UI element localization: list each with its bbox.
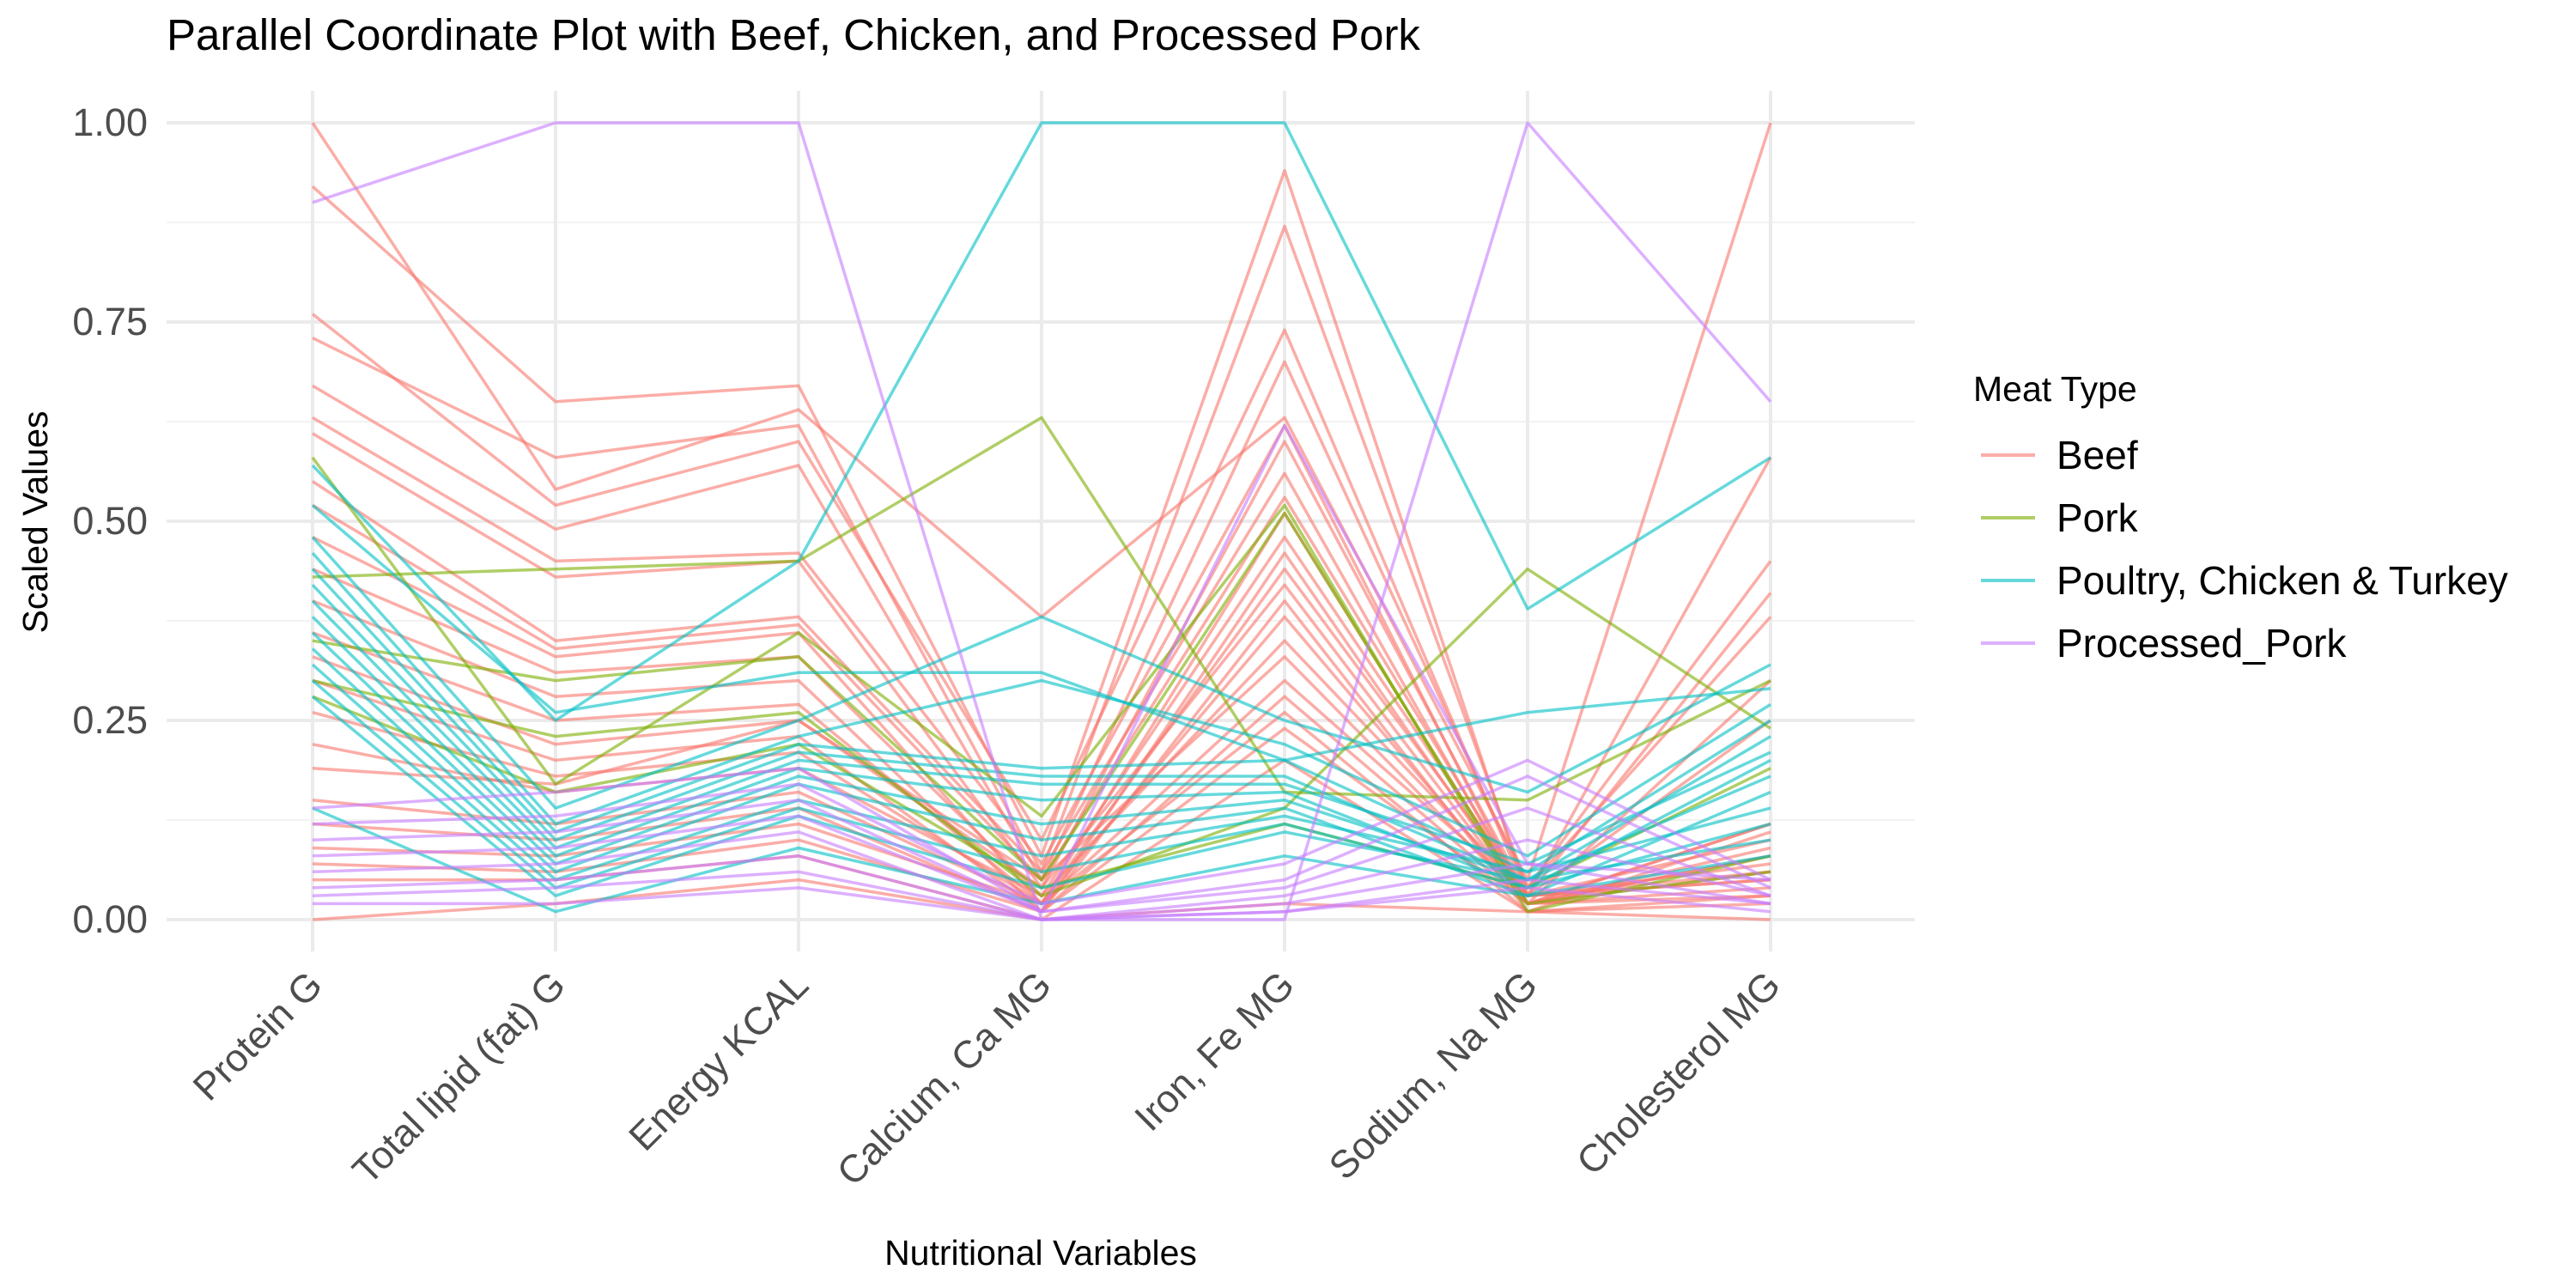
series-line-27 bbox=[312, 567, 1771, 897]
chart-title: Parallel Coordinate Plot with Beef, Chic… bbox=[167, 10, 1420, 59]
x-tick-labels: Protein G Total lipid (fat) G Energy KCAL C… bbox=[185, 963, 1789, 1194]
x-tick-label-0: Protein G bbox=[185, 963, 331, 1109]
x-tick-label-1: Total lipid (fat) G bbox=[343, 963, 574, 1193]
y-tick-labels: 0.00 0.25 0.50 0.75 1.00 bbox=[72, 100, 148, 941]
legend-label-3: Processed_Pork bbox=[2057, 621, 2347, 665]
legend-entries: Beef Pork Poultry, Chicken & Turkey Process… bbox=[1981, 433, 2508, 665]
legend-label-0: Beef bbox=[2057, 433, 2138, 477]
y-tick-label-3: 0.75 bbox=[72, 300, 148, 343]
series-line-24 bbox=[312, 416, 1771, 802]
series-line-32 bbox=[311, 551, 1771, 858]
series-line-26 bbox=[312, 511, 1771, 906]
series-line-51 bbox=[313, 886, 1771, 921]
legend-title: Meat Type bbox=[1973, 369, 2137, 409]
legend: Meat Type Beef Pork Poultry, Chicken & Tur… bbox=[1973, 369, 2508, 665]
series-line-45 bbox=[312, 758, 1771, 906]
y-tick-label-0: 0.00 bbox=[72, 897, 148, 941]
x-tick-label-4: Iron, Fe MG bbox=[1126, 963, 1303, 1139]
x-tick-label-3: Calcium, Ca MG bbox=[829, 963, 1060, 1194]
series-line-29 bbox=[311, 121, 1771, 722]
x-tick-label-2: Energy KCAL bbox=[620, 963, 817, 1159]
x-tick-label-6: Cholesterol MG bbox=[1568, 963, 1789, 1183]
y-tick-label-2: 0.50 bbox=[72, 499, 148, 543]
legend-label-1: Pork bbox=[2057, 495, 2139, 540]
legend-label-2: Poultry, Chicken & Turkey bbox=[2057, 558, 2508, 603]
series-lines bbox=[311, 121, 1772, 921]
series-line-31 bbox=[311, 536, 1771, 810]
series-line-47 bbox=[312, 806, 1771, 914]
y-tick-label-4: 1.00 bbox=[72, 100, 148, 144]
y-tick-label-1: 0.25 bbox=[72, 698, 148, 742]
y-axis-label: Scaled Values bbox=[15, 410, 55, 633]
series-line-25 bbox=[311, 456, 1771, 914]
x-axis-label: Nutritional Variables bbox=[884, 1233, 1197, 1273]
x-tick-label-5: Sodium, Na MG bbox=[1321, 963, 1546, 1188]
series-line-30 bbox=[311, 504, 1771, 762]
